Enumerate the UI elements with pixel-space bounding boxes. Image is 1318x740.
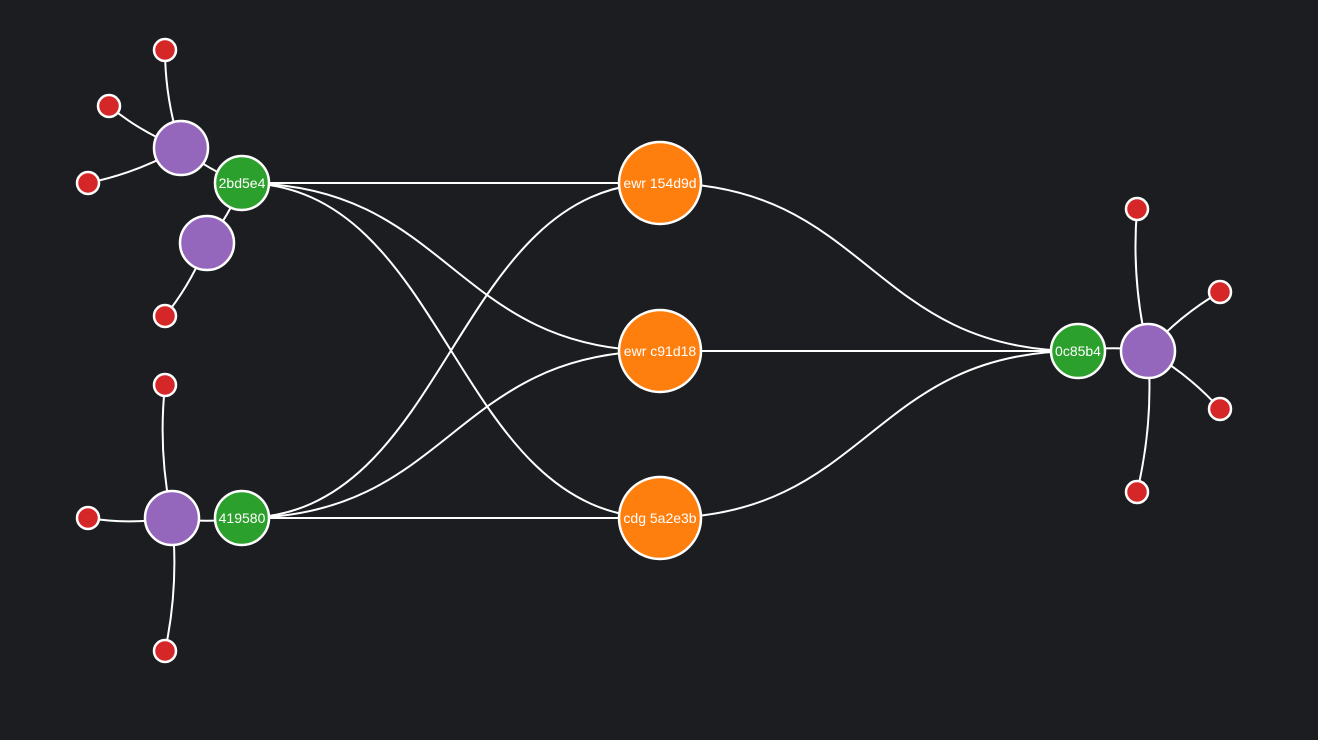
edge-r1-s3 (659, 182, 1079, 352)
endpoint-circle[interactable] (152, 303, 178, 329)
router-circle[interactable] (617, 308, 703, 394)
router-node-r3[interactable]: cdg 5a2e3b (617, 475, 703, 561)
endpoint-circle[interactable] (1124, 196, 1150, 222)
router-circle[interactable] (617, 475, 703, 561)
router-node-r2[interactable]: ewr c91d18 (617, 308, 703, 394)
host-node-h4[interactable] (1119, 322, 1177, 380)
switch-circle[interactable] (213, 489, 271, 547)
host-circle[interactable] (152, 119, 210, 177)
switch-label: 0c85b4 (1055, 343, 1101, 359)
endpoint-node-e7[interactable] (152, 638, 178, 664)
endpoint-circle[interactable] (1124, 479, 1150, 505)
endpoint-circle[interactable] (75, 170, 101, 196)
endpoint-circle[interactable] (96, 93, 122, 119)
endpoint-node-e5[interactable] (152, 372, 178, 398)
nodes-layer: ewr 154d9d ewr c91d18 cdg 5a2e3b 2bd5e4 4195… (75, 37, 1233, 664)
endpoint-node-e9[interactable] (1207, 279, 1233, 305)
host-node-h2[interactable] (178, 214, 236, 272)
endpoint-node-e2[interactable] (96, 93, 122, 119)
endpoint-circle[interactable] (152, 37, 178, 63)
host-node-h1[interactable] (152, 119, 210, 177)
switch-node-s3[interactable]: 0c85b4 (1049, 322, 1107, 380)
switch-label: 419580 (219, 510, 266, 526)
endpoint-node-e11[interactable] (1124, 479, 1150, 505)
host-circle[interactable] (178, 214, 236, 272)
host-node-h3[interactable] (143, 489, 201, 547)
endpoint-node-e10[interactable] (1207, 396, 1233, 422)
edge-s1-r2 (241, 182, 661, 352)
router-label: ewr c91d18 (624, 343, 697, 359)
endpoint-circle[interactable] (152, 372, 178, 398)
endpoint-node-e6[interactable] (75, 505, 101, 531)
host-circle[interactable] (1119, 322, 1177, 380)
switch-circle[interactable] (213, 154, 271, 212)
endpoint-node-e1[interactable] (152, 37, 178, 63)
endpoint-node-e4[interactable] (152, 303, 178, 329)
router-circle[interactable] (617, 140, 703, 226)
edge-s2-r1 (241, 182, 661, 519)
edge-s2-r2 (241, 350, 661, 519)
router-node-r1[interactable]: ewr 154d9d (617, 140, 703, 226)
endpoint-circle[interactable] (1207, 396, 1233, 422)
switch-node-s2[interactable]: 419580 (213, 489, 271, 547)
router-label: ewr 154d9d (623, 175, 696, 191)
switch-node-s1[interactable]: 2bd5e4 (213, 154, 271, 212)
router-label: cdg 5a2e3b (623, 510, 696, 526)
endpoint-circle[interactable] (75, 505, 101, 531)
switch-circle[interactable] (1049, 322, 1107, 380)
endpoint-node-e8[interactable] (1124, 196, 1150, 222)
endpoint-node-e3[interactable] (75, 170, 101, 196)
endpoint-circle[interactable] (152, 638, 178, 664)
edge-r3-s3 (659, 350, 1079, 519)
endpoint-circle[interactable] (1207, 279, 1233, 305)
host-circle[interactable] (143, 489, 201, 547)
switch-label: 2bd5e4 (219, 175, 266, 191)
